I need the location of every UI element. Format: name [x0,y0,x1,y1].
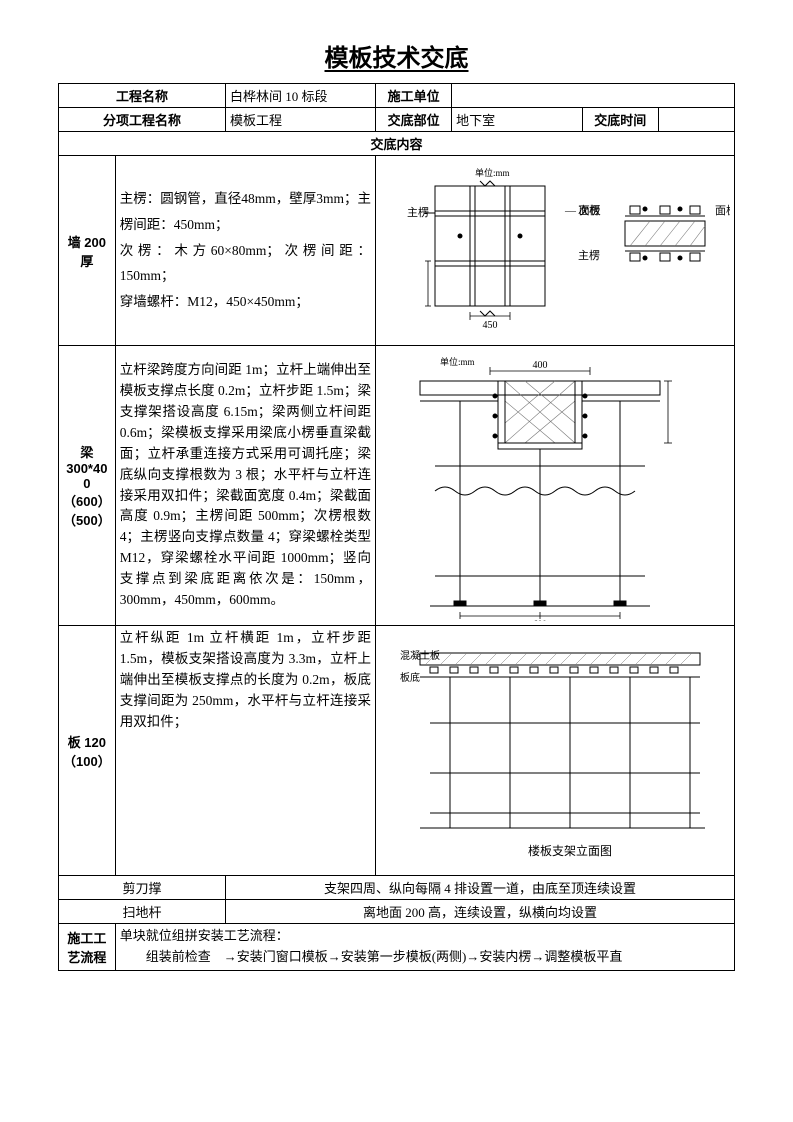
hdr-disc-part-val: 地下室 [452,108,583,132]
svg-text:450: 450 [483,320,498,331]
svg-text:单位:mm: 单位:mm [475,167,510,178]
proc-line2: 组装前检查 →安装门窗口模板→安装第一步模板(两侧)→安装内楞→调整模板平直 [120,947,730,968]
svg-text:主楞: 主楞 [407,205,429,219]
beam-label-3: 0（600） [63,476,111,510]
page-title: 模板技术交底 [58,38,735,73]
hdr-sub-val: 模板工程 [226,108,376,132]
wall-desc: 主楞：圆钢管，直径48mm，壁厚3mm；主楞间距：450mm； 次楞：木方60×… [115,156,375,346]
beam-diagram-svg: 单位:mm 400 [380,351,720,621]
slab-label-1: 板 120 [63,732,111,751]
proc-label-1: 施工工 [63,928,111,947]
svg-text:400: 400 [533,360,548,371]
beam-diagram-cell: 单位:mm 400 [376,346,735,626]
hdr-const-unit: 施工单位 [376,84,452,108]
wall-label-1: 墙 200 [63,232,111,251]
hdr-disc-time: 交底时间 [582,108,658,132]
svg-text:次楞: 次楞 [578,203,600,217]
hdr-sub-proj: 分项工程名称 [59,108,226,132]
content-heading: 交底内容 [59,132,735,156]
slab-label-2: （100） [63,751,111,770]
hdr-disc-time-val [658,108,734,132]
hdr-proj-name: 工程名称 [59,84,226,108]
svg-text:600: 600 [533,619,547,621]
sweep-text: 离地面 200 高，连续设置，纵横向均设置 [226,900,735,924]
wall-label-2: 厚 [63,251,111,270]
svg-text:混凝土板: 混凝土板 [400,649,440,662]
slab-desc-cell: 立杆纵距 1m 立杆横距 1m，立杆步距 1.5m，模板支架搭设高度为 3.3m… [115,626,375,876]
wall-diagram-svg: 单位:mm [380,166,730,336]
proc-line1: 单块就位组拼安装工艺流程： [120,926,730,947]
beam-desc: 立杆梁跨度方向间距 1m；立杆上端伸出至模板支撑点长度 0.2m；立杆步距 1.… [115,346,375,626]
svg-text:楼板支架立面图: 楼板支架立面图 [528,843,612,858]
scissor-label: 剪刀撑 [59,876,226,900]
proc-label-2: 艺流程 [63,947,111,966]
sweep-label: 扫地杆 [59,900,226,924]
hdr-proj-val: 白桦林间 10 标段 [226,84,376,108]
main-table: 工程名称 白桦林间 10 标段 施工单位 分项工程名称 模板工程 交底部位 地下… [58,83,735,971]
proc-text: 单块就位组拼安装工艺流程： 组装前检查 →安装门窗口模板→安装第一步模板(两侧)… [115,924,734,971]
beam-label-1: 梁 [63,442,111,461]
wall-diagram-cell: 单位:mm [376,156,735,346]
svg-text:单位:mm: 单位:mm [440,356,475,367]
beam-label-4: （500） [63,510,111,529]
slab-desc: 立杆纵距 1m 立杆横距 1m，立杆步距 1.5m，模板支架搭设高度为 3.3m… [120,628,371,733]
hdr-disc-part: 交底部位 [376,108,452,132]
scissor-text: 支架四周、纵向每隔 4 排设置一道，由底至顶连续设置 [226,876,735,900]
svg-text:主楞: 主楞 [578,248,600,262]
slab-diagram-svg: 混凝土板 板底 楼板支架立面图 [380,633,730,868]
hdr-const-unit-val [452,84,735,108]
svg-text:面板: 面板 [715,203,730,217]
svg-text:板底: 板底 [400,671,420,684]
beam-label-2: 300*40 [63,461,111,476]
slab-diagram-cell: 混凝土板 板底 楼板支架立面图 [376,626,735,876]
